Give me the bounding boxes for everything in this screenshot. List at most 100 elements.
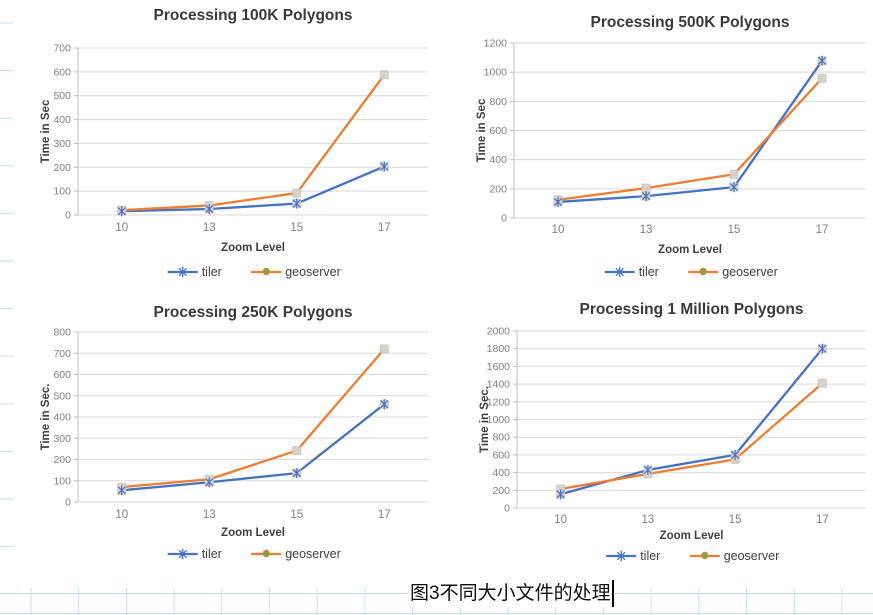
y-tick-label: 1000	[484, 67, 508, 79]
figure-caption-text: 图3不同大小文件的处理	[410, 583, 611, 604]
x-tick-label: 13	[640, 224, 653, 236]
x-tick-label: 10	[552, 224, 565, 236]
x-tick-label: 17	[816, 224, 829, 236]
y-tick-label: 600	[489, 125, 507, 137]
chart-title: Processing 250K Polygons	[154, 304, 353, 321]
x-tick-label: 17	[378, 509, 391, 521]
series-line-tiler	[120, 403, 386, 492]
x-axis-label: Zoom Level	[660, 530, 724, 542]
y-axis-label: Time in Sec.	[40, 384, 52, 451]
x-tick-label: 15	[290, 509, 303, 521]
series-line-geoserver	[120, 347, 386, 489]
y-tick-label: 400	[53, 114, 71, 126]
dot-marker-icon	[699, 267, 707, 276]
star-marker-icon	[818, 343, 827, 354]
y-tick-label: 600	[492, 449, 510, 461]
y-tick-label: 100	[53, 186, 71, 198]
chart-title: Processing 1 Million Polygons	[580, 301, 804, 318]
y-tick-label: 0	[504, 503, 510, 515]
star-marker-icon	[117, 205, 126, 217]
y-tick-label: 0	[501, 213, 507, 225]
y-tick-label: 1400	[487, 379, 511, 391]
x-tick-label: 10	[554, 514, 567, 526]
data-point-marker	[817, 378, 827, 388]
y-tick-label: 800	[489, 96, 507, 108]
y-tick-label: 1000	[487, 414, 511, 426]
legend-label-geoserver: geoserver	[724, 549, 780, 563]
star-marker-icon	[730, 181, 738, 193]
star-marker-icon	[556, 489, 565, 500]
x-axis-label: Zoom Level	[658, 244, 722, 256]
y-tick-label: 0	[65, 210, 71, 222]
y-tick-label: 200	[53, 454, 71, 466]
y-tick-label: 400	[53, 412, 71, 424]
star-marker-icon	[205, 477, 214, 488]
series-line-tiler	[120, 165, 386, 213]
y-tick-label: 400	[492, 467, 510, 479]
star-marker-icon	[178, 548, 187, 560]
data-point-marker	[379, 344, 389, 354]
chart-canvas: 0 200 400 600 800 1000 1200 Processing 500K Pol…	[476, 14, 866, 279]
y-tick-label: 200	[492, 485, 510, 497]
x-tick-label: 10	[115, 222, 128, 234]
star-marker-icon	[292, 198, 301, 209]
data-point-marker	[292, 446, 302, 456]
y-tick-label: 500	[53, 390, 71, 402]
chart-processing-100k-polygons[interactable]: 0 100 200 300 400 500 600 700 Processing 100K Po…	[14, 0, 434, 292]
legend-label-geoserver: geoserver	[285, 265, 341, 279]
x-tick-label: 15	[729, 514, 742, 526]
x-tick-label: 13	[203, 222, 216, 234]
y-tick-label: 200	[489, 183, 507, 195]
y-tick-label: 1200	[484, 38, 508, 50]
y-tick-label: 2000	[487, 326, 511, 338]
dot-marker-icon	[701, 551, 709, 560]
star-marker-icon	[731, 449, 740, 461]
data-point-marker	[292, 188, 302, 198]
chart-canvas: 0 200 400 600 800 1000 1200 1400 1600 1800 2000 Pro…	[479, 301, 866, 563]
y-tick-label: 300	[53, 138, 71, 150]
y-tick-label: 0	[65, 497, 71, 509]
legend-label-tiler: tiler	[202, 547, 222, 561]
y-tick-label: 100	[53, 475, 71, 487]
series-line-geoserver	[556, 77, 824, 201]
star-marker-icon	[643, 464, 652, 476]
star-marker-icon	[117, 485, 126, 496]
star-marker-icon	[642, 190, 650, 202]
x-tick-label: 15	[728, 224, 741, 236]
chart-processing-250k-polygons[interactable]: 0 100 200 300 400 500 600 700 800 Processing 250K…	[14, 296, 434, 588]
star-marker-icon	[292, 467, 301, 479]
y-axis-label: Time in Sec.	[479, 386, 491, 453]
chart-processing-1-million-polygons[interactable]: 0 200 400 600 800 1000 1200 1400 1600 1800 2000 Pro…	[440, 296, 873, 588]
legend-label-geoserver: geoserver	[285, 547, 341, 561]
chart-title: Processing 100K Polygons	[154, 7, 353, 24]
star-marker-icon	[380, 161, 389, 172]
text-cursor	[611, 580, 614, 607]
y-tick-label: 600	[53, 66, 71, 78]
legend-label-geoserver: geoserver	[722, 265, 778, 279]
x-tick-label: 10	[115, 509, 128, 521]
star-marker-icon	[205, 203, 214, 215]
y-tick-label: 700	[53, 348, 71, 360]
chart-canvas: 0 100 200 300 400 500 600 700 Processing 100K Po…	[40, 7, 428, 279]
figure-caption[interactable]: 图3不同大小文件的处理	[409, 580, 615, 607]
y-tick-label: 600	[53, 369, 71, 381]
legend-label-tiler: tiler	[202, 265, 222, 279]
series-line-geoserver	[559, 382, 824, 491]
star-marker-icon	[818, 55, 826, 66]
x-tick-label: 15	[290, 222, 303, 234]
y-tick-label: 400	[489, 154, 507, 166]
data-point-marker	[379, 70, 389, 80]
x-tick-label: 13	[641, 514, 654, 526]
y-tick-label: 500	[53, 90, 71, 102]
chart-title: Processing 500K Polygons	[591, 14, 790, 31]
star-marker-icon	[178, 266, 187, 278]
y-tick-label: 200	[53, 162, 71, 174]
y-axis-label: Time in Sec	[476, 98, 488, 162]
chart-processing-500k-polygons[interactable]: 0 200 400 600 800 1000 1200 Processing 500K Pol…	[440, 0, 873, 292]
x-axis-label: Zoom Level	[221, 242, 285, 254]
series-line-geoserver	[120, 73, 386, 212]
legend-label-tiler: tiler	[640, 549, 660, 563]
data-point-marker	[817, 73, 827, 83]
y-tick-label: 800	[492, 432, 510, 444]
